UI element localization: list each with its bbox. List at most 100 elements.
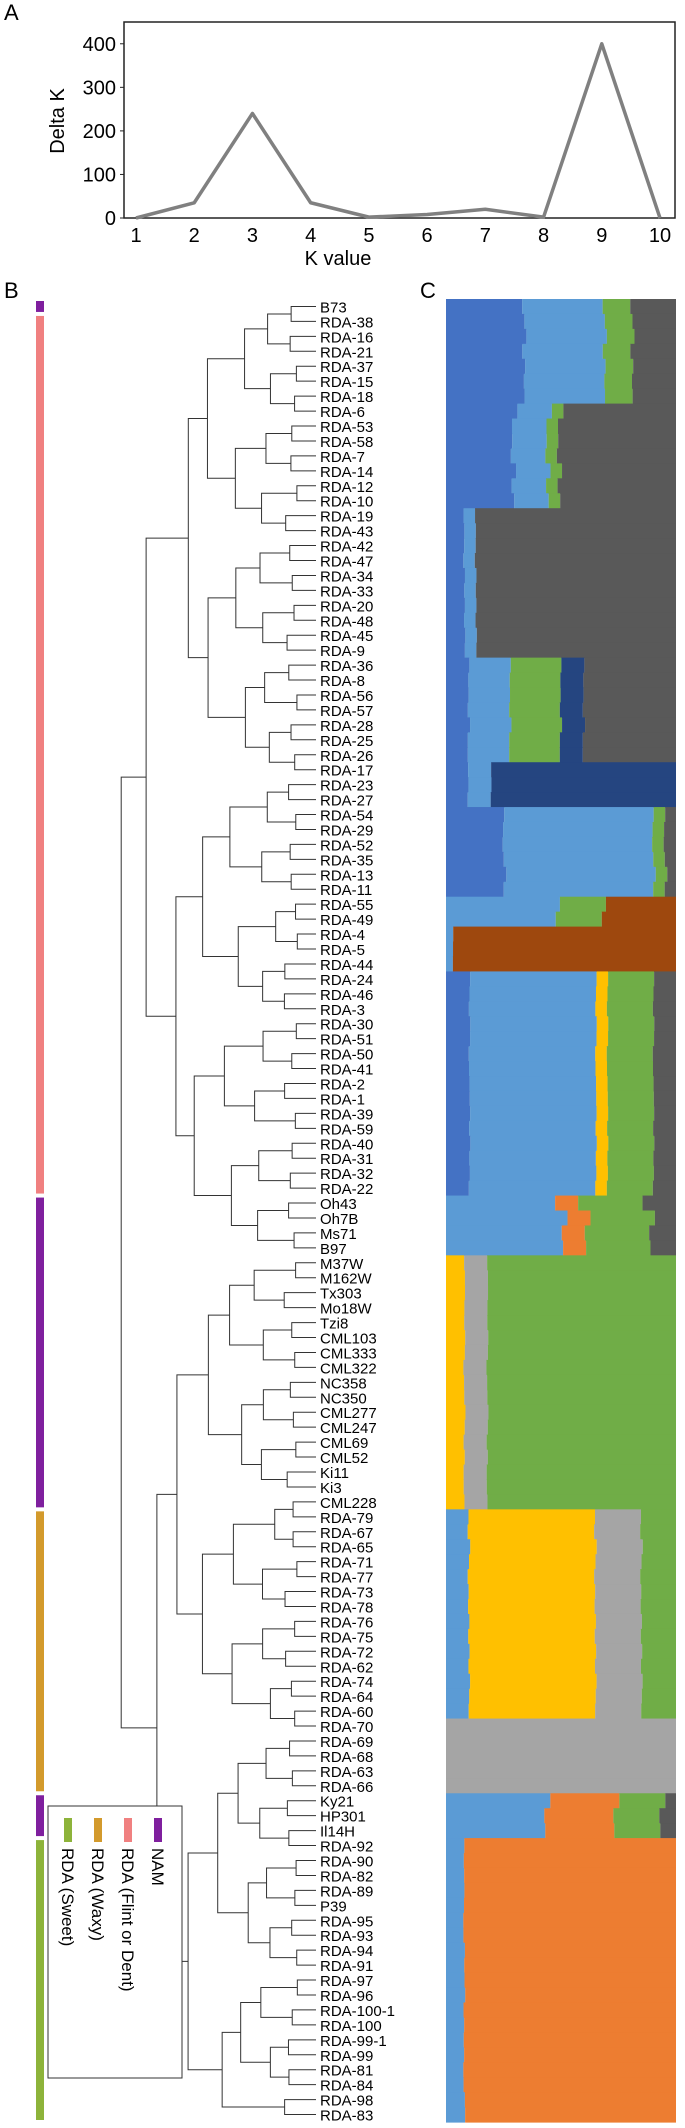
structure-segment-yellow xyxy=(596,1016,609,1032)
tree-branch xyxy=(267,313,292,345)
structure-segment-lightblue xyxy=(446,1897,465,1914)
structure-segment-yellow xyxy=(596,1105,609,1122)
structure-segment-navy xyxy=(561,657,585,674)
sample-label: NC358 xyxy=(320,1375,367,1392)
tree-branch xyxy=(269,1927,297,1959)
structure-segment-gray xyxy=(630,343,676,360)
structure-segment-green xyxy=(486,1479,676,1496)
tree-branch xyxy=(286,634,316,651)
sample-label: RDA-60 xyxy=(320,1704,373,1721)
tree-branch xyxy=(261,851,292,883)
structure-segment-gray xyxy=(652,1180,676,1197)
structure-segment-green xyxy=(607,986,654,1002)
tree-branch xyxy=(284,2099,316,2116)
structure-segment-orange xyxy=(464,1897,676,1914)
structure-segment-lightblue xyxy=(503,851,654,868)
sample-label: RDA-99-1 xyxy=(320,2033,387,2050)
sample-label: Tzi8 xyxy=(320,1316,348,1333)
structure-segment-orange xyxy=(465,2107,676,2123)
tree-branch xyxy=(295,814,316,830)
structure-segment-yellow xyxy=(595,1046,607,1062)
structure-segment-gray xyxy=(653,1120,676,1137)
group-bar xyxy=(36,1795,44,1837)
tree-branch xyxy=(262,1329,295,1361)
structure-segment-blue xyxy=(446,836,503,853)
structure-segment-gray xyxy=(557,418,676,435)
sample-label: RDA-43 xyxy=(320,524,373,541)
structure-segment-yellow xyxy=(468,1599,595,1615)
structure-segment-lightblue xyxy=(503,881,654,898)
sample-label: RDA-64 xyxy=(320,1689,373,1706)
structure-segment-yellow xyxy=(596,1165,608,1182)
sample-label: Ms71 xyxy=(320,1226,357,1243)
structure-segment-navy xyxy=(562,717,586,733)
structure-segment-yellow xyxy=(595,1150,608,1167)
structure-segment-gray xyxy=(653,986,676,1002)
structure-segment-lightblue xyxy=(446,941,454,958)
structure-segment-lightblue xyxy=(446,1808,545,1824)
structure-segment-gray xyxy=(474,553,676,569)
structure-segment-lightblue xyxy=(446,1210,568,1227)
structure-segment-yellow xyxy=(446,1404,466,1421)
structure-segment-gray xyxy=(583,687,676,704)
structure-segment-green xyxy=(608,971,655,987)
structure-segment-gray xyxy=(654,1031,676,1047)
structure-segment-lightblue xyxy=(446,1957,465,1974)
structure-segment-orange xyxy=(464,1942,676,1959)
structure-segment-lightgray xyxy=(465,1330,489,1346)
sample-label: RDA-59 xyxy=(320,1121,373,1138)
structure-segment-lightgray xyxy=(464,1270,488,1286)
structure-segment-green xyxy=(487,1344,676,1361)
sample-label: CML333 xyxy=(320,1345,377,1362)
structure-segment-lightgray xyxy=(464,1315,488,1331)
structure-segment-gray xyxy=(475,508,676,524)
structure-segment-green xyxy=(586,1240,651,1256)
structure-segment-lightblue xyxy=(510,448,546,464)
sample-label: B73 xyxy=(320,299,347,316)
tree-branch xyxy=(176,1374,209,1615)
structure-segment-blue xyxy=(446,1105,471,1122)
structure-segment-lightgray xyxy=(464,1494,488,1510)
sample-label: RDA-21 xyxy=(320,344,373,361)
structure-segment-green xyxy=(640,1569,676,1585)
structure-segment-green xyxy=(607,1165,654,1182)
sample-label: RDA-100-1 xyxy=(320,2003,395,2020)
sample-label: RDA-23 xyxy=(320,778,373,795)
tree-branch xyxy=(265,432,292,464)
structure-segment-lightblue xyxy=(446,2062,464,2078)
sample-label: RDA-71 xyxy=(320,1555,373,1572)
sample-label: P39 xyxy=(320,1898,347,1915)
x-tick-label: 10 xyxy=(649,225,671,247)
structure-segment-lightblue xyxy=(469,1150,596,1167)
sample-label: RDA-74 xyxy=(320,1674,373,1691)
structure-segment-green xyxy=(652,821,665,838)
structure-segment-gray xyxy=(652,1061,676,1077)
structure-segment-lightblue xyxy=(468,762,492,778)
x-tick-label: 9 xyxy=(596,225,607,247)
structure-segment-blue xyxy=(446,881,504,898)
tree-branch xyxy=(296,1979,316,1996)
structure-segment-gray xyxy=(582,747,676,763)
tree-branch xyxy=(262,970,285,1002)
structure-segment-yellow xyxy=(596,1135,609,1152)
structure-segment-lightblue xyxy=(504,807,654,823)
structure-segment-green xyxy=(509,702,560,718)
structure-segment-green xyxy=(640,1599,676,1615)
structure-segment-lightblue xyxy=(469,1090,597,1107)
structure-segment-gray xyxy=(665,1793,676,1809)
structure-segment-gray xyxy=(642,1195,676,1212)
x-tick-label: 4 xyxy=(305,225,316,247)
structure-segment-green xyxy=(510,687,561,704)
structure-segment-green xyxy=(607,1076,654,1092)
structure-segment-lightblue xyxy=(446,2107,466,2123)
structure-segment-yellow xyxy=(446,1359,464,1376)
tree-branch xyxy=(295,1262,316,1279)
tree-branch xyxy=(240,2001,271,2063)
tree-branch xyxy=(283,993,316,1010)
sample-label: RDA-9 xyxy=(320,643,365,660)
sample-label: RDA-14 xyxy=(320,464,373,481)
sample-label: RDA-8 xyxy=(320,673,365,690)
structure-segment-green xyxy=(608,1105,655,1122)
structure-segment-green xyxy=(608,1016,655,1032)
structure-segment-blue xyxy=(446,1135,471,1152)
